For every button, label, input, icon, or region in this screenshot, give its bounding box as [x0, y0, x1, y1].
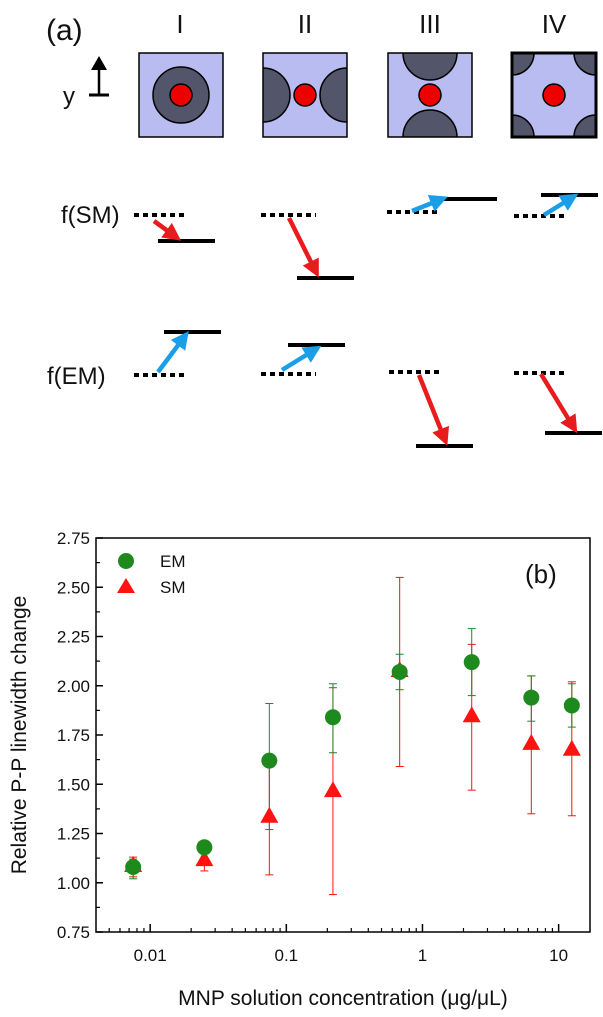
cell-ii	[262, 52, 348, 138]
em-iii-shift-arrow	[416, 374, 450, 446]
em-ii-shift-arrow	[280, 345, 322, 372]
cell-iv-magnet-bottom-right	[573, 114, 596, 137]
axis-ticks: 0.75 1.00 1.25 1.50 1.75 2.00 2.25 2.50 2.75 0.01…	[57, 529, 568, 965]
y-tick-label: 0.75	[57, 923, 90, 942]
x-tick-label: 0.01	[134, 946, 167, 965]
cell-iv-dot	[542, 83, 566, 107]
cell-iv-border	[510, 51, 598, 139]
row-label-em: f(EM)	[47, 363, 106, 390]
error-bars	[129, 576, 576, 896]
em-data-point	[523, 689, 540, 706]
sm-ii-shift-arrow	[286, 216, 319, 278]
legend-em-label: EM	[160, 552, 186, 571]
em-data-point	[125, 858, 142, 875]
x-tick-label: 10	[549, 946, 568, 965]
cell-iv-magnet-bottom-left	[512, 114, 535, 137]
y-tick-label: 2.25	[57, 628, 90, 647]
sm-row	[134, 193, 598, 280]
y-tick-label: 2.00	[57, 677, 90, 696]
cell-iv-magnet-top-right	[573, 53, 596, 76]
y-tick-label: 1.50	[57, 775, 90, 794]
legend: EM SM	[117, 552, 186, 597]
cell-ii-dot	[293, 83, 317, 107]
sm-data-point	[323, 781, 342, 798]
sm-data-point	[260, 806, 279, 823]
y-axis-label: y	[63, 83, 75, 110]
sm-data-point	[562, 739, 581, 756]
cell-iv	[510, 51, 598, 139]
panel-b-label: (b)	[525, 559, 557, 589]
cell-ii-border	[262, 52, 348, 138]
cell-iii-dot	[418, 83, 442, 107]
panel-a-label: (a)	[46, 14, 83, 47]
legend-sm-marker	[117, 578, 135, 593]
sm-iv-shift-arrow	[542, 193, 579, 217]
em-data-point	[196, 839, 213, 856]
y-axis-title: Relative P-P linewidth change	[8, 596, 31, 875]
legend-sm-label: SM	[160, 578, 186, 597]
y-tick-label: 1.25	[57, 825, 90, 844]
cell-iv-magnet-top-left	[512, 53, 535, 76]
cell-i	[138, 52, 224, 138]
cell-i-dot	[169, 83, 193, 107]
sm-data-point	[195, 850, 214, 867]
cell-iii-border	[387, 52, 473, 138]
column-label-iii: III	[419, 9, 441, 39]
column-label-i: I	[176, 9, 183, 39]
panel-b-chart: 0.75 1.00 1.25 1.50 1.75 2.00 2.25 2.50 2.75 0.01…	[8, 529, 591, 1010]
cell-ii-magnet-right	[319, 67, 347, 123]
column-label-ii: II	[298, 9, 312, 39]
em-data-point	[324, 709, 341, 726]
y-tick-label: 2.50	[57, 578, 90, 597]
y-tick-label: 2.75	[57, 529, 90, 548]
x-tick-label: 0.1	[275, 946, 299, 965]
sm-data-point	[462, 706, 481, 723]
y-direction-indicator: y	[63, 56, 109, 110]
legend-em-marker	[118, 553, 134, 569]
column-label-iv: IV	[542, 9, 567, 39]
em-iv-shift-arrow	[539, 372, 578, 434]
plot-frame	[95, 537, 591, 933]
sm-i-shift-arrow	[152, 219, 182, 241]
y-tick-label: 1.75	[57, 726, 90, 745]
y-tick-label: 1.00	[57, 874, 90, 893]
em-data-point	[261, 752, 278, 769]
sm-iii-shift-arrow	[411, 194, 448, 214]
sm-data-point	[522, 733, 541, 750]
cell-iii-magnet-top	[402, 53, 458, 81]
em-row	[134, 330, 602, 448]
data-markers	[124, 654, 581, 875]
em-i-shift-arrow	[156, 330, 189, 374]
panel-a: (a) I II III IV y	[46, 9, 602, 448]
x-tick-label: 1	[418, 946, 427, 965]
cell-ii-magnet-left	[263, 67, 291, 123]
cell-iii-magnet-bottom	[402, 109, 458, 137]
em-data-point	[391, 663, 408, 680]
y-arrow-head-icon	[91, 56, 107, 70]
x-axis-title: MNP solution concentration (μg/μL)	[178, 987, 508, 1010]
em-data-point	[563, 697, 580, 714]
row-label-sm: f(SM)	[61, 202, 120, 229]
em-data-point	[463, 654, 480, 671]
cell-iii	[387, 52, 473, 138]
